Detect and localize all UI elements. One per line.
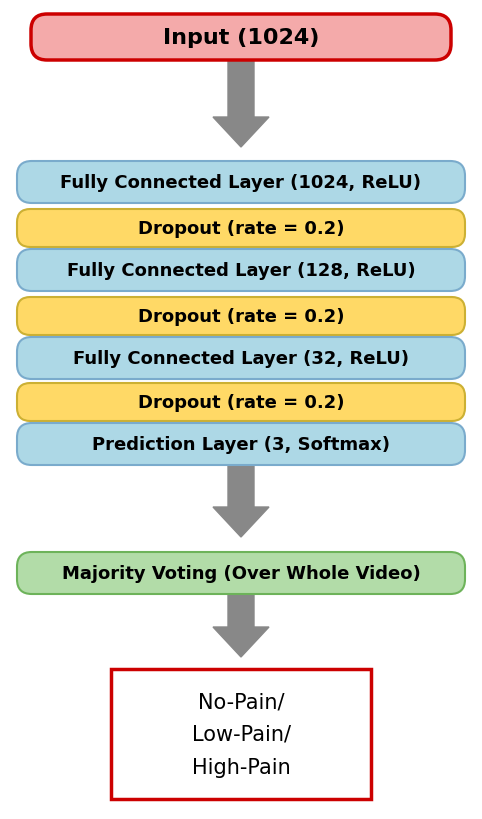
Text: Prediction Layer (3, Softmax): Prediction Layer (3, Softmax) [92, 436, 390, 454]
FancyBboxPatch shape [17, 210, 465, 247]
Text: Dropout (rate = 0.2): Dropout (rate = 0.2) [138, 308, 344, 326]
FancyBboxPatch shape [31, 15, 451, 61]
Text: Fully Connected Layer (32, ReLU): Fully Connected Layer (32, ReLU) [73, 350, 409, 368]
FancyBboxPatch shape [17, 552, 465, 595]
Text: No-Pain/
Low-Pain/
High-Pain: No-Pain/ Low-Pain/ High-Pain [191, 691, 291, 777]
Text: Majority Voting (Over Whole Video): Majority Voting (Over Whole Video) [62, 564, 420, 582]
Bar [111, 669, 371, 799]
Text: Fully Connected Layer (128, ReLU): Fully Connected Layer (128, ReLU) [67, 262, 415, 279]
Polygon shape [213, 465, 269, 537]
FancyBboxPatch shape [17, 250, 465, 292]
FancyBboxPatch shape [17, 297, 465, 336]
FancyBboxPatch shape [17, 383, 465, 422]
Text: Input (1024): Input (1024) [163, 28, 319, 48]
FancyBboxPatch shape [17, 162, 465, 204]
Text: Dropout (rate = 0.2): Dropout (rate = 0.2) [138, 393, 344, 411]
FancyBboxPatch shape [17, 337, 465, 379]
Polygon shape [213, 595, 269, 657]
Polygon shape [213, 61, 269, 147]
Text: Fully Connected Layer (1024, ReLU): Fully Connected Layer (1024, ReLU) [61, 174, 421, 192]
FancyBboxPatch shape [17, 423, 465, 465]
Text: Dropout (rate = 0.2): Dropout (rate = 0.2) [138, 219, 344, 238]
